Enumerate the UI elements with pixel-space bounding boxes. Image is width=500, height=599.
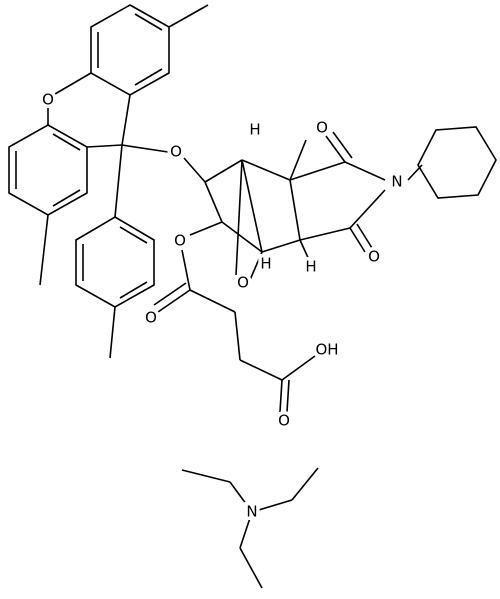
atom-label: O — [316, 119, 328, 137]
atom-label: O — [42, 91, 54, 109]
atom-label: H — [305, 258, 316, 276]
atom-label: O — [368, 248, 380, 266]
bonds — [8, 4, 497, 589]
atom-label: O — [278, 412, 290, 430]
atom-label: O — [145, 309, 157, 327]
atom-label: O — [174, 232, 186, 250]
atom-label: H — [249, 121, 260, 139]
atom-labels: O O H O N O O H H O O OH O N — [39, 87, 407, 524]
atom-label: O — [237, 274, 249, 292]
atom-label: N — [246, 503, 257, 521]
atom-label: N — [391, 173, 402, 191]
atom-label: OH — [315, 341, 338, 359]
atom-label: O — [170, 143, 182, 161]
atom-label: H — [260, 255, 271, 273]
